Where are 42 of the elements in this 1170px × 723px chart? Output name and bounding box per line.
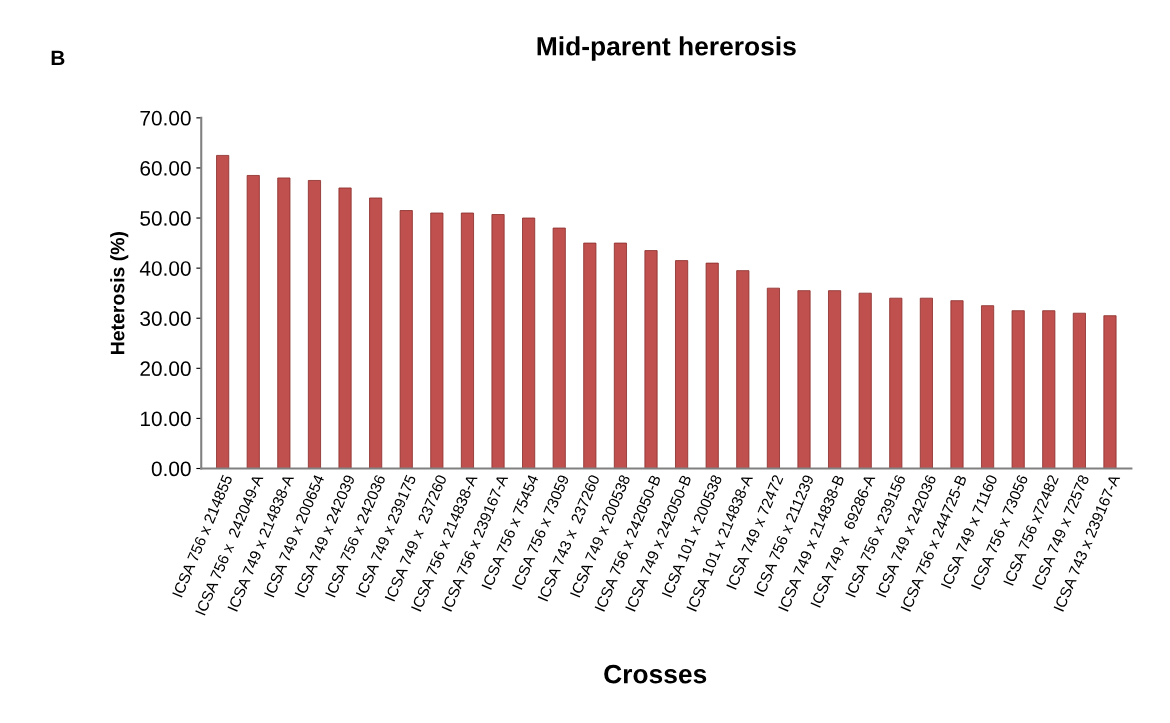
chart-title: Mid-parent hererosis	[537, 36, 796, 61]
bar	[950, 300, 964, 469]
bar	[1103, 315, 1117, 469]
y-tick-label: 60.00	[140, 160, 191, 176]
bar	[460, 212, 474, 469]
y-tick-label: 50.00	[140, 211, 191, 226]
bar	[981, 305, 995, 469]
bar	[644, 250, 658, 469]
bar	[491, 214, 505, 469]
bar	[216, 155, 230, 469]
bar	[919, 297, 933, 469]
bar	[675, 260, 689, 469]
bar	[797, 290, 811, 469]
text: B	[51, 50, 65, 66]
bar	[246, 175, 260, 469]
bar	[552, 227, 566, 469]
x-axis-title: Crosses	[604, 664, 707, 684]
y-axis-title: Heterosis (%)	[110, 232, 129, 354]
bar	[369, 197, 383, 469]
bar	[277, 177, 291, 469]
bar	[430, 212, 444, 469]
bar	[828, 290, 842, 469]
bar	[583, 242, 597, 469]
bar	[705, 262, 719, 469]
bar	[889, 297, 903, 469]
bar	[399, 210, 413, 469]
bar	[766, 287, 780, 469]
y-tick-label: 10.00	[140, 411, 191, 427]
bar	[1042, 310, 1056, 469]
y-tick-label: 20.00	[140, 361, 191, 377]
bar	[338, 187, 352, 469]
y-tick-label: 0.00	[151, 461, 191, 477]
bar	[613, 242, 627, 469]
bar	[307, 180, 321, 469]
bar	[1072, 312, 1086, 469]
bar	[1011, 310, 1025, 469]
y-tick-label: 40.00	[139, 261, 191, 276]
y-tick-label: 30.00	[140, 311, 191, 326]
bar	[736, 270, 750, 469]
bar	[858, 292, 872, 469]
bar	[522, 217, 536, 469]
y-tick-label: 70.00	[140, 110, 191, 126]
